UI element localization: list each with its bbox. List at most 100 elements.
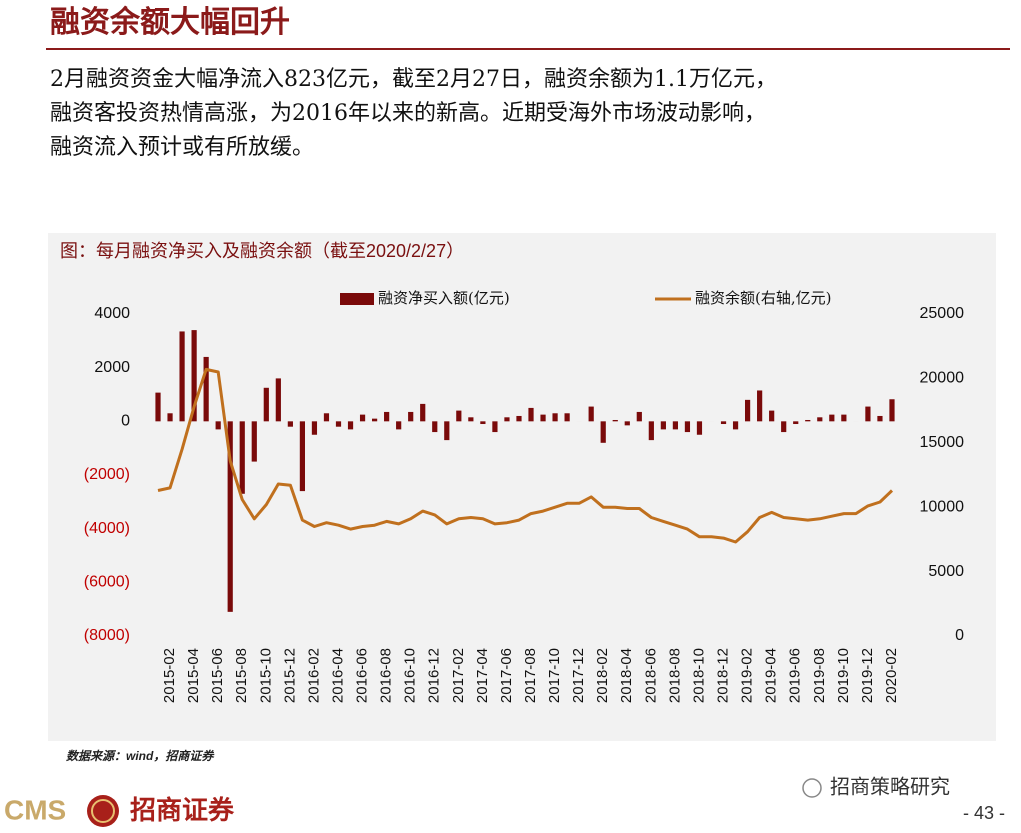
bar [612, 419, 618, 422]
bar [732, 421, 739, 430]
x-tick-label: 2018-12 [715, 648, 732, 703]
brand-logo-ring [91, 799, 115, 823]
body-line: 融资流入预计或有所放缓。 [50, 135, 314, 160]
x-tick-label: 2017-10 [546, 648, 563, 703]
x-tick-label: 2015-04 [185, 648, 202, 703]
x-tick-label: 2015-02 [161, 648, 178, 703]
y2-tick-label: 10000 [920, 498, 965, 515]
x-tick-label: 2016-10 [402, 648, 419, 703]
bar [432, 421, 438, 433]
legend-swatch [340, 293, 374, 305]
chart-source: 数据来源：wind，招商证券 [66, 749, 215, 763]
chart-title: 图：每月融资净买入及融资余额（截至2020/2/27） [60, 241, 464, 261]
brand-cn: 招商证券 [130, 795, 235, 826]
bar [456, 410, 462, 422]
bar [408, 411, 414, 422]
bar [191, 330, 197, 422]
bar [239, 421, 245, 494]
x-tick-label: 2016-02 [305, 648, 322, 703]
bar [841, 414, 847, 422]
x-tick-label: 2017-04 [474, 648, 491, 703]
bar [263, 387, 269, 422]
bar [287, 421, 293, 427]
bar [805, 419, 811, 422]
x-tick-label: 2019-08 [811, 648, 828, 703]
chart-panel [48, 233, 996, 741]
y-tick-label: (8000) [84, 627, 130, 644]
x-tick-label: 2018-02 [594, 648, 611, 703]
y-tick-label: 2000 [94, 359, 130, 376]
bar [516, 415, 522, 422]
y-tick-label: 4000 [94, 305, 130, 322]
x-tick-label: 2019-04 [763, 648, 780, 703]
bar [528, 407, 534, 422]
bar [371, 418, 378, 422]
x-tick-label: 2018-06 [642, 648, 659, 703]
y2-tick-label: 25000 [920, 305, 965, 322]
bar [588, 406, 594, 422]
x-tick-label: 2015-12 [281, 648, 298, 703]
x-tick-label: 2017-12 [570, 648, 587, 703]
bar [179, 331, 185, 422]
bar [359, 414, 366, 422]
bar [480, 421, 486, 425]
bar [323, 413, 330, 422]
bar [299, 421, 306, 492]
x-tick-label: 2018-10 [690, 648, 707, 703]
bar [203, 356, 209, 422]
x-tick-label: 2017-02 [450, 648, 467, 703]
page-title: 融资余额大幅回升 [50, 5, 290, 40]
bar [468, 417, 474, 422]
x-tick-label: 2016-12 [426, 648, 443, 703]
bar [251, 421, 257, 462]
x-tick-label: 2017-08 [522, 648, 539, 703]
bar [684, 421, 691, 433]
bar [492, 421, 498, 433]
bar [347, 421, 354, 430]
y-tick-label: (6000) [84, 574, 130, 591]
bar [781, 421, 787, 433]
bar [564, 413, 570, 422]
bar [672, 421, 679, 430]
bar [155, 392, 161, 422]
bar [757, 390, 763, 422]
bar [540, 414, 546, 422]
y2-tick-label: 20000 [920, 370, 965, 387]
y2-tick-label: 0 [955, 627, 964, 644]
y2-tick-label: 15000 [920, 434, 965, 451]
bar [889, 399, 895, 422]
x-tick-label: 2017-06 [498, 648, 515, 703]
bar [744, 399, 751, 422]
x-tick-label: 2020-02 [883, 648, 900, 703]
bar [829, 414, 835, 422]
bar [793, 421, 799, 425]
bar [624, 421, 630, 426]
balance-line [157, 367, 894, 544]
bar [660, 421, 666, 430]
bar [636, 411, 642, 422]
bar [648, 421, 654, 441]
x-tick-label: 2019-10 [835, 648, 852, 703]
legend-label: 融资余额(右轴,亿元) [695, 289, 831, 307]
x-tick-label: 2019-06 [787, 648, 804, 703]
bar [769, 410, 775, 422]
x-tick-label: 2016-06 [354, 648, 371, 703]
x-tick-label: 2015-10 [257, 648, 274, 703]
x-tick-label: 2016-04 [329, 648, 346, 703]
bar [504, 417, 510, 422]
bar [865, 406, 871, 422]
bar [311, 421, 318, 435]
legend-label: 融资净买入额(亿元) [378, 289, 510, 307]
body-line: 2月融资资金大幅净流入823亿元，截至2月27日，融资余额为1.1万亿元， [50, 67, 777, 92]
bar [444, 421, 450, 441]
x-tick-label: 2015-06 [209, 648, 226, 703]
page-number: - 43 - [963, 803, 1005, 823]
x-tick-label: 2016-08 [378, 648, 395, 703]
x-tick-label: 2019-12 [859, 648, 876, 703]
bar [720, 421, 727, 425]
x-tick-label: 2015-08 [233, 648, 250, 703]
bar [215, 421, 221, 430]
bar [384, 411, 390, 422]
